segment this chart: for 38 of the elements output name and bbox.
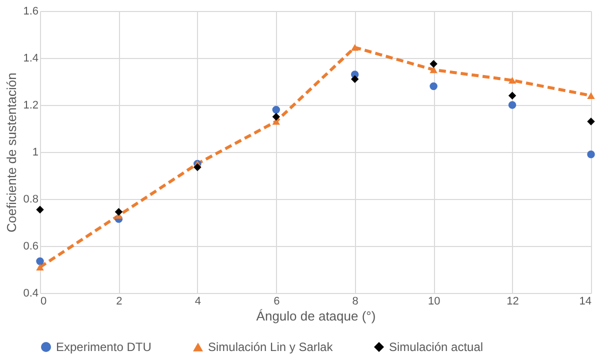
x-tick-label: 0 xyxy=(40,296,47,308)
y-tick-label: 0.8 xyxy=(23,194,38,206)
legend-label: Experimento DTU xyxy=(56,340,152,354)
y-tick-label: 0.4 xyxy=(23,288,38,300)
point xyxy=(272,106,280,114)
x-tick-label: 4 xyxy=(194,296,201,308)
point xyxy=(36,264,44,271)
point xyxy=(508,76,516,84)
y-tick-label: 1.2 xyxy=(23,100,38,112)
x-tick-label: 14 xyxy=(579,296,592,308)
point xyxy=(587,150,595,158)
point xyxy=(508,92,516,100)
point xyxy=(587,118,595,126)
x-tick-label: 2 xyxy=(116,296,122,308)
y-axis-title: Coeficiente de sustentación xyxy=(4,72,20,232)
point xyxy=(350,75,359,84)
y-tick-label: 1 xyxy=(32,146,38,158)
x-tick-label: 8 xyxy=(352,296,358,308)
point xyxy=(272,112,280,121)
x-tick-label: 6 xyxy=(274,296,280,308)
x-tick-label: 12 xyxy=(506,296,519,308)
point xyxy=(36,206,44,214)
point xyxy=(430,60,438,68)
point xyxy=(36,257,44,266)
x-tick-label: 10 xyxy=(428,296,440,308)
point xyxy=(114,208,123,216)
point xyxy=(430,82,438,90)
y-tick-label: 0.6 xyxy=(23,240,38,252)
point xyxy=(194,163,202,172)
point xyxy=(508,101,516,109)
legend-label: Simulación Lin y Sarlak xyxy=(208,340,334,354)
point xyxy=(430,66,438,74)
point xyxy=(587,92,595,99)
point xyxy=(350,44,359,51)
x-axis-title: Ángulo de ataque (°) xyxy=(256,308,376,324)
y-tick-label: 1.6 xyxy=(23,6,38,18)
legend-label: Simulación actual xyxy=(389,340,484,354)
y-tick-label: 1.4 xyxy=(23,52,38,64)
